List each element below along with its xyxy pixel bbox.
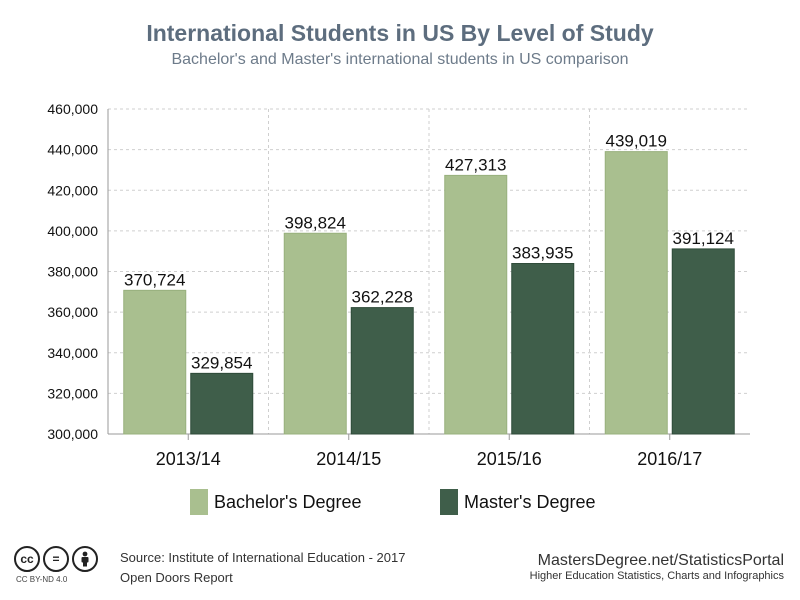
brand-name[interactable]: MastersDegree.net/StatisticsPortal — [537, 552, 784, 569]
y-tick-label: 400,000 — [47, 223, 98, 239]
bar-bachelors — [444, 174, 508, 435]
bar-masters — [671, 248, 735, 435]
cc-icon: cc — [14, 546, 40, 572]
source-line-2: Open Doors Report — [120, 570, 233, 585]
attribution-icon — [72, 546, 98, 572]
data-label: 427,313 — [445, 155, 506, 174]
y-tick-label: 420,000 — [47, 182, 98, 198]
source-line-1: Source: Institute of International Educa… — [120, 550, 406, 565]
bar-bachelors — [283, 232, 347, 435]
legend-item-bachelors: Bachelor's Degree — [190, 488, 362, 516]
y-tick-label: 360,000 — [47, 304, 98, 320]
license-badge[interactable]: cc = CC BY-ND 4.0 — [14, 546, 110, 584]
bar-masters — [350, 307, 414, 435]
chart-legend: Bachelor's Degree Master's Degree — [0, 488, 800, 518]
data-label: 439,019 — [606, 132, 667, 151]
data-label: 370,724 — [124, 270, 185, 289]
x-tick-label: 2014/15 — [316, 449, 381, 469]
x-tick-label: 2016/17 — [637, 449, 702, 469]
bar-masters — [511, 263, 575, 435]
source-note: Source: Institute of International Educa… — [120, 548, 405, 588]
data-label: 383,935 — [512, 244, 573, 263]
chart-title: International Students in US By Level of… — [146, 20, 654, 46]
no-derivatives-icon: = — [43, 546, 69, 572]
y-tick-label: 300,000 — [47, 426, 98, 442]
data-label: 362,228 — [352, 288, 413, 307]
legend-swatch-bachelors — [190, 489, 208, 515]
data-label: 329,854 — [191, 353, 252, 372]
x-tick-label: 2015/16 — [477, 449, 542, 469]
y-tick-label: 460,000 — [47, 101, 98, 117]
data-label: 398,824 — [285, 213, 346, 232]
legend-item-masters: Master's Degree — [440, 488, 595, 516]
brand-block[interactable]: MastersDegree.net/StatisticsPortal Highe… — [530, 552, 784, 582]
bar-masters — [190, 372, 254, 435]
license-label: CC BY-ND 4.0 — [16, 575, 68, 584]
bar-bachelors — [123, 289, 187, 435]
y-tick-label: 320,000 — [47, 385, 98, 401]
legend-label-bachelors: Bachelor's Degree — [214, 491, 362, 512]
bar-bachelors — [604, 151, 668, 435]
chart-subtitle: Bachelor's and Master's international st… — [171, 51, 629, 68]
y-tick-label: 440,000 — [47, 142, 98, 158]
x-tick-label: 2013/14 — [156, 449, 221, 469]
bar-chart: 300,000 320,000 340,000 360,000 380,000 400,0… — [47, 101, 750, 469]
data-label: 391,124 — [673, 229, 734, 248]
y-tick-label: 340,000 — [47, 345, 98, 361]
legend-swatch-masters — [440, 489, 458, 515]
legend-label-masters: Master's Degree — [464, 491, 596, 512]
brand-tagline: Higher Education Statistics, Charts and … — [529, 570, 784, 582]
y-tick-label: 380,000 — [47, 264, 98, 280]
